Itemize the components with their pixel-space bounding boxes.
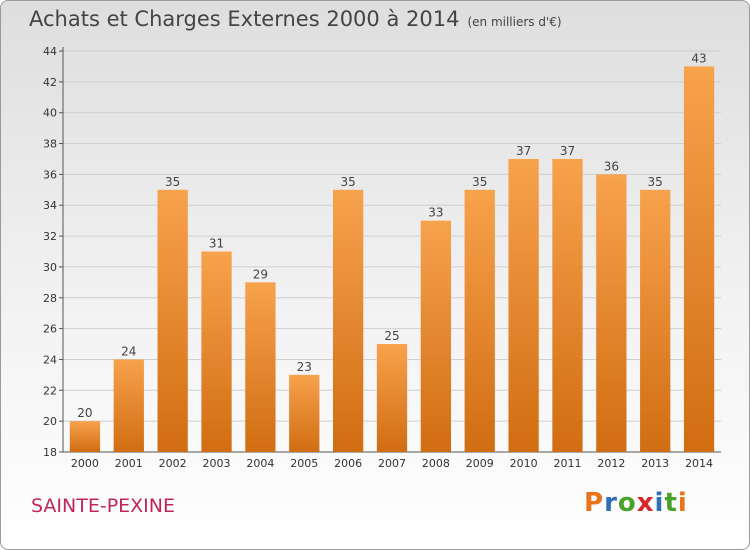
logo-letter: P: [584, 488, 605, 518]
bar-value-label: 35: [648, 175, 663, 189]
x-tick-label: 2013: [641, 457, 669, 470]
bar-value-label: 25: [384, 329, 399, 343]
logo-letter: i: [677, 488, 688, 518]
y-tick-label: 28: [43, 292, 57, 305]
x-tick-label: 2003: [203, 457, 231, 470]
bar-value-label: 37: [560, 144, 575, 158]
bar: [245, 282, 276, 452]
bar: [289, 374, 320, 452]
bar: [596, 174, 627, 452]
y-tick-label: 18: [43, 446, 57, 459]
bar: [464, 189, 495, 453]
y-tick-label: 30: [43, 261, 57, 274]
bar-value-label: 23: [297, 360, 312, 374]
x-tick-label: 2006: [334, 457, 362, 470]
x-tick-label: 2005: [290, 457, 318, 470]
x-tick-labels: 2000 2001 2002 2003 2004 2005 2006 2007 2008 2009…: [71, 457, 713, 470]
chart-unit: (en milliers d'€): [467, 15, 562, 29]
logo-letter: t: [664, 488, 678, 518]
x-tick-label: 2008: [422, 457, 450, 470]
x-tick-label: 2001: [115, 457, 143, 470]
x-tick-label: 2009: [466, 457, 494, 470]
bar-value-label: 24: [121, 344, 136, 358]
x-tick-label: 2010: [510, 457, 538, 470]
bar: [420, 220, 452, 452]
bar-value-label: 36: [604, 159, 619, 173]
bar: [376, 344, 408, 452]
chart-title-text: Achats et Charges Externes 2000 à 2014: [29, 7, 460, 31]
y-tick-label: 34: [43, 199, 57, 212]
bar: [508, 158, 539, 452]
proxiti-logo: Proxiti: [584, 488, 688, 518]
bar: [157, 189, 188, 453]
bar-value-label: 33: [428, 206, 443, 220]
bar-value-label: 43: [691, 51, 706, 65]
y-tick-label: 38: [43, 138, 57, 151]
y-tick-label: 20: [43, 415, 57, 428]
y-tick-label: 22: [43, 384, 57, 397]
bar-value-label: 20: [77, 406, 92, 420]
chart-title: Achats et Charges Externes 2000 à 2014 (e…: [29, 7, 562, 31]
bar: [113, 359, 144, 452]
x-tick-label: 2011: [553, 457, 581, 470]
bar-value-label: 35: [340, 175, 355, 189]
bar-value-label: 37: [516, 144, 531, 158]
bar: [552, 158, 583, 452]
y-tick-label: 26: [43, 323, 57, 336]
y-tick-label: 36: [43, 168, 57, 181]
bar-value-label: 35: [165, 175, 180, 189]
bar: [683, 66, 715, 452]
logo-letter: i: [654, 488, 665, 518]
y-tick-label: 24: [43, 353, 57, 366]
x-tick-label: 2000: [71, 457, 99, 470]
y-tick-labels: 18 20 22 24 26 28 30 32 34 36 38 40 42 44: [43, 45, 57, 459]
logo-letter: x: [636, 488, 655, 518]
y-tick-label: 40: [43, 107, 57, 120]
logo-letter: r: [604, 488, 618, 518]
place-name: SAINTE-PEXINE: [31, 495, 175, 517]
bar: [640, 189, 671, 453]
bar-value-label: 35: [472, 175, 487, 189]
bar: [201, 251, 232, 452]
x-tick-label: 2014: [685, 457, 713, 470]
bars: [69, 66, 715, 453]
x-tick-label: 2012: [597, 457, 625, 470]
y-tick-label: 32: [43, 230, 57, 243]
x-tick-label: 2004: [246, 457, 274, 470]
logo-letter: o: [617, 488, 637, 518]
bar-value-label: 29: [253, 267, 268, 281]
bar-value-label: 31: [209, 237, 224, 251]
bar: [69, 421, 101, 452]
y-tick-label: 44: [43, 45, 57, 58]
bar: [332, 189, 364, 453]
bar-value-labels: 20 24 35 31 29 23 35 25 33 35 37 37 36 35 43: [77, 51, 706, 420]
x-tick-label: 2002: [159, 457, 187, 470]
y-tick-label: 42: [43, 76, 57, 89]
x-tick-label: 2007: [378, 457, 406, 470]
